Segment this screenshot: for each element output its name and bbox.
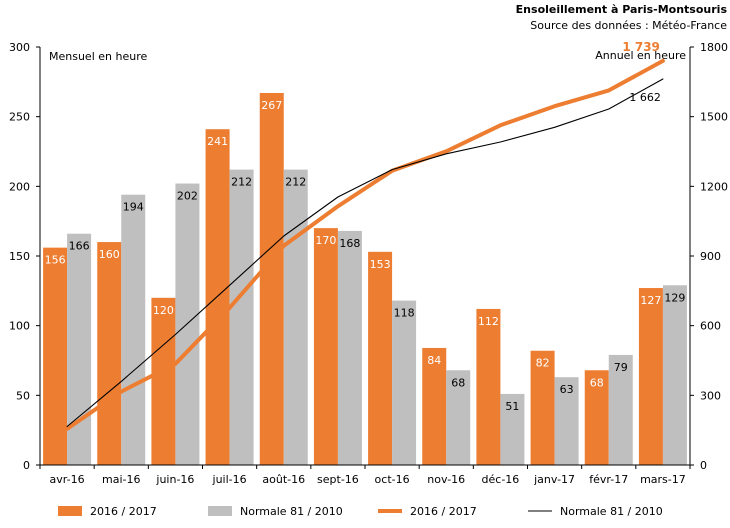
- bar-current: [97, 242, 122, 465]
- chart-title: Ensoleillement à Paris-Montsouris: [515, 3, 727, 16]
- bar-normal: [337, 230, 362, 465]
- x-tick-label: avr-16: [50, 473, 85, 486]
- bar-normal: [392, 300, 417, 465]
- bar-current: [422, 347, 447, 465]
- x-tick-label: oct-16: [375, 473, 410, 486]
- x-tick-label: févr-17: [589, 473, 628, 486]
- bar-value-label: 241: [207, 135, 228, 148]
- y-tick-label-left: 200: [9, 180, 30, 193]
- bar-value-label: 202: [177, 190, 198, 203]
- bar-normal: [662, 285, 687, 465]
- y-axis-right-title: Annuel en heure: [595, 49, 686, 62]
- y-axis-left-title: Mensuel en heure: [49, 50, 147, 63]
- bar-value-label: 194: [123, 201, 144, 214]
- legend-swatch-bar-current: [58, 506, 82, 516]
- bar-value-label: 68: [590, 376, 604, 389]
- y-tick-label-left: 150: [9, 250, 30, 263]
- bar-normal: [446, 370, 471, 465]
- bar-value-label: 156: [45, 254, 66, 267]
- bar-value-label: 79: [614, 361, 628, 374]
- x-tick-label: mai-16: [102, 473, 140, 486]
- bar-current: [313, 228, 338, 465]
- bar-current: [584, 370, 609, 465]
- bar-value-label: 129: [664, 291, 685, 304]
- bar-value-label: 168: [339, 237, 360, 250]
- x-tick-label: juin-16: [155, 473, 194, 486]
- bar-value-label: 82: [536, 357, 550, 370]
- bar-value-label: 212: [231, 176, 252, 189]
- x-tick-label: déc-16: [482, 473, 520, 486]
- x-tick-label: juil-16: [212, 473, 247, 486]
- x-tick-label: mars-17: [640, 473, 686, 486]
- x-tick-label: août-16: [262, 473, 305, 486]
- bar-normal: [121, 194, 146, 465]
- lines-layer: 1 739 1 662: [65, 40, 665, 431]
- bar-value-label: 63: [560, 383, 574, 396]
- y-tick-label-right: 1500: [700, 111, 728, 124]
- cumulative-end-label-normal: 1 662: [629, 91, 661, 104]
- bar-normal: [283, 169, 308, 465]
- bar-current: [368, 251, 393, 465]
- chart-title-block: Ensoleillement à Paris-Montsouris Source…: [516, 2, 727, 34]
- bar-value-label: 118: [394, 307, 415, 320]
- bar-value-label: 212: [285, 176, 306, 189]
- y-tick-label-left: 300: [9, 41, 30, 54]
- x-tick-label: nov-16: [427, 473, 465, 486]
- bar-value-label: 84: [427, 354, 441, 367]
- cumulative-line-current: [65, 58, 665, 431]
- y-tick-label-right: 1200: [700, 180, 728, 193]
- y-tick-label-left: 250: [9, 111, 30, 124]
- cumulative-line-normal: [66, 78, 664, 428]
- legend-layer: 2016 / 2017 Normale 81 / 2010 2016 / 2017 N…: [58, 505, 663, 518]
- bar-normal: [229, 169, 254, 465]
- bar-current: [205, 129, 230, 465]
- bar-value-label: 51: [505, 400, 519, 413]
- bar-current: [151, 297, 176, 465]
- y-tick-label-right: 0: [700, 459, 707, 472]
- bar-value-label: 160: [99, 248, 120, 261]
- bar-value-label: 68: [451, 376, 465, 389]
- bar-normal: [67, 233, 92, 465]
- bar-value-label: 112: [478, 315, 499, 328]
- axes-layer: 0 50 100 150 200 250 300 0 300 600 900 1200 1500 1800…: [9, 41, 728, 486]
- bar-value-label: 267: [261, 99, 282, 112]
- bars-layer: 156 160 120 241 267 170 153 84 112 82 68 127 166 194 2…: [43, 92, 687, 465]
- y-tick-label-right: 600: [700, 320, 721, 333]
- y-tick-label-right: 1800: [700, 41, 728, 54]
- bar-value-label: 120: [153, 304, 174, 317]
- bar-normal: [608, 354, 633, 465]
- bar-value-label: 127: [640, 294, 661, 307]
- legend-label: 2016 / 2017: [90, 505, 157, 518]
- bar-current: [530, 350, 555, 465]
- bar-normal: [554, 377, 579, 465]
- cumulative-end-label-current: 1 739: [622, 40, 660, 54]
- legend-label: Normale 81 / 2010: [560, 505, 663, 518]
- bar-value-label: 170: [315, 234, 336, 247]
- bar-normal: [500, 393, 525, 465]
- bar-current: [259, 92, 284, 465]
- y-tick-label-left: 100: [9, 320, 30, 333]
- y-tick-label-right: 900: [700, 250, 721, 263]
- y-tick-label-left: 50: [16, 389, 30, 402]
- x-tick-label: janv-17: [533, 473, 575, 486]
- legend-label: Normale 81 / 2010: [240, 505, 343, 518]
- bar-current: [43, 247, 68, 465]
- chart-subtitle: Source des données : Météo-France: [530, 19, 727, 32]
- bar-value-label: 153: [370, 258, 391, 271]
- legend-label: 2016 / 2017: [410, 505, 477, 518]
- bar-current: [638, 288, 663, 465]
- bar-current: [476, 308, 501, 465]
- x-tick-label: sept-16: [317, 473, 359, 486]
- y-tick-label-left: 0: [23, 459, 30, 472]
- y-tick-label-right: 300: [700, 389, 721, 402]
- legend-swatch-bar-normal: [208, 506, 232, 516]
- bar-value-label: 166: [69, 240, 90, 253]
